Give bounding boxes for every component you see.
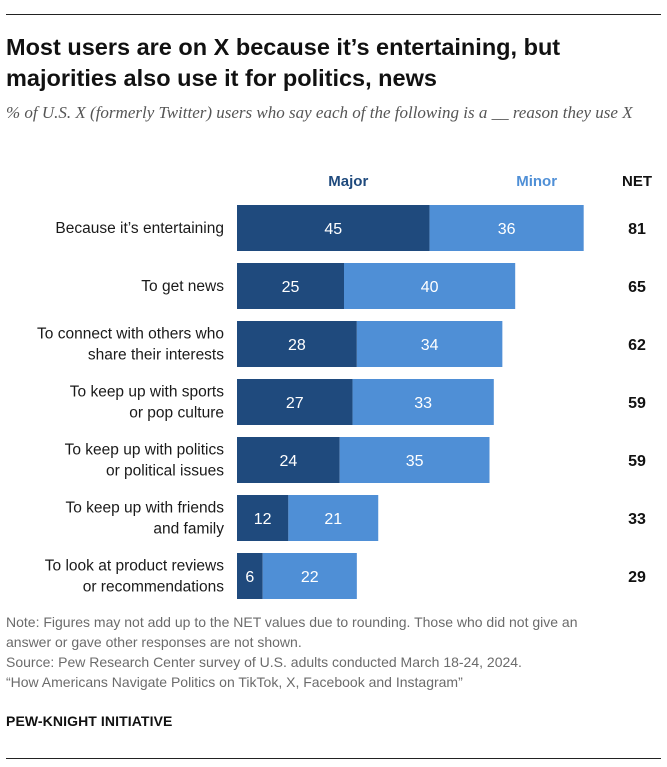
bar-major-label: 24 xyxy=(279,453,297,470)
legend-major: Major xyxy=(328,173,368,190)
bar-major xyxy=(237,263,344,309)
bar-major-label: 45 xyxy=(324,221,342,238)
category-label: and family xyxy=(153,521,224,538)
chart-subtitle: % of U.S. X (formerly Twitter) users who… xyxy=(6,103,633,122)
net-value: 62 xyxy=(628,337,646,354)
category-label: or pop culture xyxy=(129,405,224,422)
chart-notes: Note: Figures may not add up to the NET … xyxy=(6,612,661,692)
note-line-2: answer or gave other responses are not s… xyxy=(6,634,302,650)
category-label: Because it’s entertaining xyxy=(55,220,224,237)
bar-minor-label: 22 xyxy=(301,569,319,586)
net-value: 29 xyxy=(628,569,646,586)
bar-major xyxy=(237,495,289,541)
chart-title: Most users are on X because it’s enterta… xyxy=(6,34,561,91)
category-label: To keep up with friends xyxy=(65,500,224,517)
bar-major-label: 12 xyxy=(254,511,272,528)
bar-minor xyxy=(262,553,357,599)
bar-major-label: 28 xyxy=(288,337,306,354)
bar-major xyxy=(237,321,357,367)
category-label: To connect with others who xyxy=(37,326,224,343)
bar-minor xyxy=(352,379,494,425)
top-rule xyxy=(6,14,661,15)
net-value: 81 xyxy=(628,221,646,238)
stacked-bar-chart: Major Minor NET Because it’s entertaining 45… xyxy=(37,173,652,599)
category-label: or recommendations xyxy=(83,579,225,596)
bar-minor xyxy=(344,263,516,309)
bar-minor-label: 21 xyxy=(324,511,342,528)
bottom-rule xyxy=(6,758,661,759)
category-label: To keep up with sports xyxy=(70,384,224,401)
bar-minor xyxy=(288,495,379,541)
category-label: share their interests xyxy=(88,347,224,364)
bar-major-label: 25 xyxy=(282,279,300,296)
bar-major-label: 27 xyxy=(286,395,304,412)
net-value: 65 xyxy=(628,279,646,296)
organization-name: PEW-KNIGHT INITIATIVE xyxy=(6,713,173,729)
bar-minor-label: 40 xyxy=(421,279,439,296)
net-value: 59 xyxy=(628,453,646,470)
bar-major xyxy=(237,205,430,251)
bar-minor xyxy=(356,321,503,367)
bar-major-label: 6 xyxy=(245,569,254,586)
bar-major xyxy=(237,437,340,483)
note-line-1: Note: Figures may not add up to the NET … xyxy=(6,614,578,630)
bar-minor-label: 34 xyxy=(421,337,439,354)
bar-minor xyxy=(339,437,490,483)
net-header: NET xyxy=(622,173,652,190)
bar-minor-label: 33 xyxy=(414,395,432,412)
source-line: Source: Pew Research Center survey of U.… xyxy=(6,654,522,670)
legend-minor: Minor xyxy=(516,173,557,190)
category-label: To get news xyxy=(141,278,224,295)
bar-minor xyxy=(429,205,584,251)
bar-minor-label: 36 xyxy=(498,221,516,238)
report-title: “How Americans Navigate Politics on TikT… xyxy=(6,674,463,690)
bar-major xyxy=(237,379,353,425)
category-label: To look at product reviews xyxy=(45,558,224,575)
bar-minor-label: 35 xyxy=(406,453,424,470)
bar-major xyxy=(237,553,263,599)
category-label: To keep up with politics xyxy=(65,442,225,459)
category-label: or political issues xyxy=(106,463,224,480)
net-value: 59 xyxy=(628,395,646,412)
net-value: 33 xyxy=(628,511,646,528)
